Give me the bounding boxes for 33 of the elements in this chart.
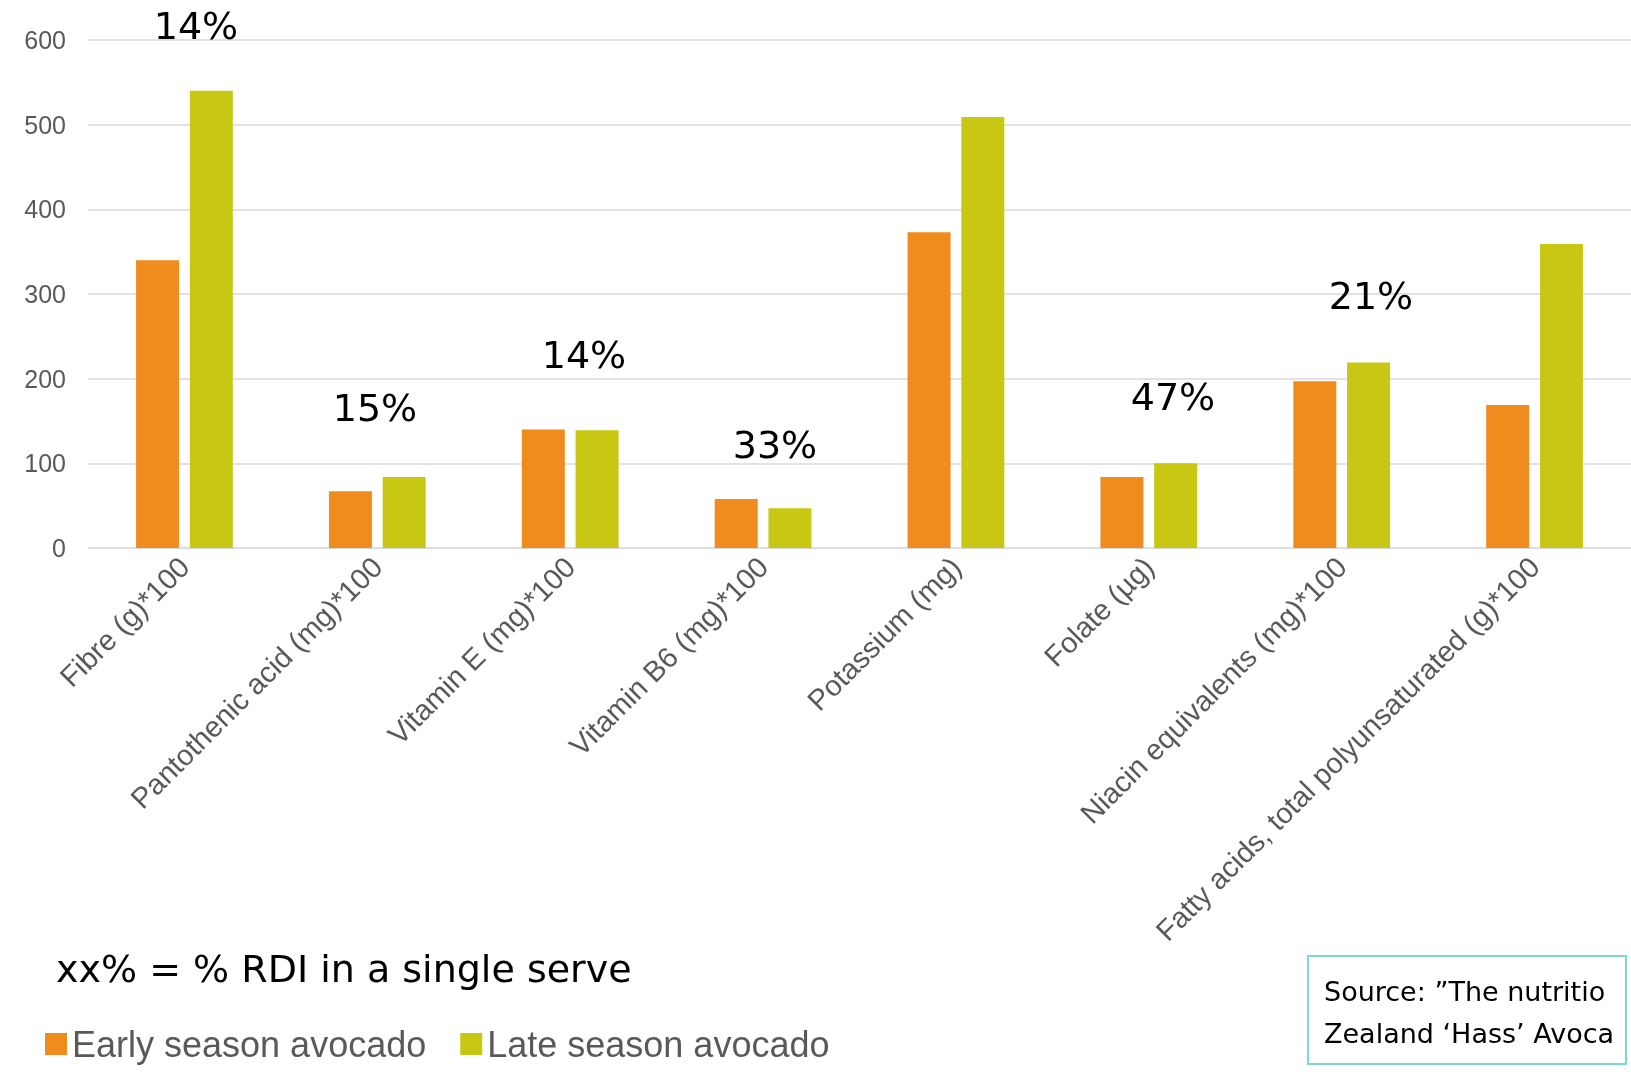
bar — [1347, 362, 1391, 548]
annotation: 14% — [541, 333, 627, 377]
source-note: Source: ”The nutritio Zealand ‘Hass’ Avoca — [1324, 975, 1615, 1049]
y-tick-label: 400 — [24, 195, 66, 224]
text: xx% = % RDI in a single serve — [56, 947, 632, 991]
bar — [1293, 381, 1337, 548]
y-tick-label: 0 — [52, 534, 66, 562]
y-tick-label: 100 — [24, 449, 66, 478]
annotation: 47% — [1130, 375, 1216, 419]
bar — [1100, 476, 1144, 548]
annotation: 33% — [732, 423, 818, 467]
bar — [521, 429, 565, 548]
bar — [1486, 404, 1530, 548]
annotation: 21% — [1328, 274, 1414, 318]
bar — [136, 260, 180, 548]
bar — [1539, 244, 1583, 548]
bar — [575, 430, 619, 548]
bar — [714, 498, 758, 548]
bar — [382, 476, 426, 548]
y-tick-label: 300 — [24, 280, 66, 308]
annotation: 14% — [153, 4, 239, 48]
bar — [328, 491, 372, 548]
bar — [961, 117, 1005, 548]
y-tick-label: 600 — [24, 26, 66, 54]
legend-label: Early season avocado — [72, 1023, 427, 1065]
annotation: 15% — [332, 386, 418, 430]
bar — [768, 508, 812, 548]
bar — [189, 90, 233, 548]
y-tick-label: 200 — [24, 364, 66, 393]
y-tick-label: 500 — [24, 110, 66, 139]
bar — [907, 232, 951, 548]
legend-label: Late season avocado — [487, 1023, 830, 1065]
bar — [1154, 463, 1198, 548]
